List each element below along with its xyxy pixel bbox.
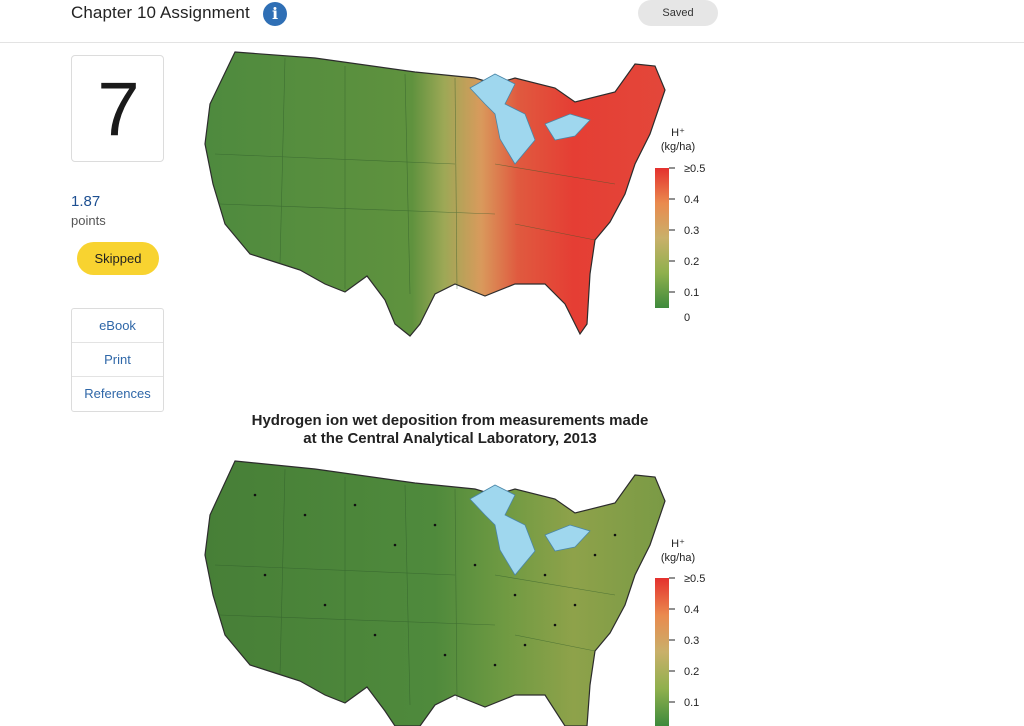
legend-title-line2: (kg/ha) <box>661 552 695 564</box>
legend-title-line1: H⁺ <box>671 127 685 139</box>
points-label: points <box>71 213 106 228</box>
legend-tick: 0.3 <box>684 635 699 647</box>
legend-tick: 0.1 <box>684 287 699 299</box>
deposition-map-bottom: H⁺ (kg/ha) ≥0.5 0.4 0.3 0.2 0.1 <box>204 460 705 726</box>
references-link[interactable]: References <box>84 386 151 401</box>
saved-button[interactable]: Saved <box>638 0 718 26</box>
us-map-shape <box>204 460 666 726</box>
legend-tick: 0.3 <box>684 225 699 237</box>
assignment-title: Chapter 10 Assignment <box>71 3 250 22</box>
question-number-box: 7 <box>71 55 164 162</box>
info-icon[interactable]: i <box>263 2 287 26</box>
legend-tick: 0 <box>684 312 690 324</box>
legend-ticks: ≥0.5 0.4 0.3 0.2 0.1 0 <box>684 163 705 324</box>
question-number: 7 <box>97 67 140 152</box>
skipped-badge: Skipped <box>77 242 159 275</box>
legend-tick: 0.2 <box>684 666 699 678</box>
ebook-link[interactable]: eBook <box>72 309 163 343</box>
us-map-shape <box>204 51 666 337</box>
legend-title-line1: H⁺ <box>671 538 685 550</box>
great-lakes <box>469 73 591 165</box>
great-lakes <box>469 484 591 576</box>
legend-tick: 0.4 <box>684 604 699 616</box>
legend-ticks: ≥0.5 0.4 0.3 0.2 0.1 <box>684 573 705 709</box>
legend-tick: 0.2 <box>684 256 699 268</box>
map-title: Hydrogen ion wet deposition from measure… <box>251 412 649 447</box>
legend-tick: ≥0.5 <box>684 163 705 175</box>
legend-tick: 0.1 <box>684 697 699 709</box>
print-link[interactable]: Print <box>72 343 163 377</box>
legend-colorbar <box>655 168 669 308</box>
points-value: 1.87 <box>71 193 101 210</box>
legend-tick: 0.4 <box>684 194 699 206</box>
monitoring-sites <box>253 493 617 667</box>
deposition-map-top: H⁺ (kg/ha) ≥0.5 0.4 0.3 0.2 0.1 0 <box>204 51 705 337</box>
assignment-header: Chapter 10 Assignment i Saved <box>0 0 1024 43</box>
resource-links: eBook Print References <box>71 308 164 412</box>
legend-title-line2: (kg/ha) <box>661 141 695 153</box>
legend-tick: ≥0.5 <box>684 573 705 585</box>
legend-colorbar <box>655 578 669 726</box>
